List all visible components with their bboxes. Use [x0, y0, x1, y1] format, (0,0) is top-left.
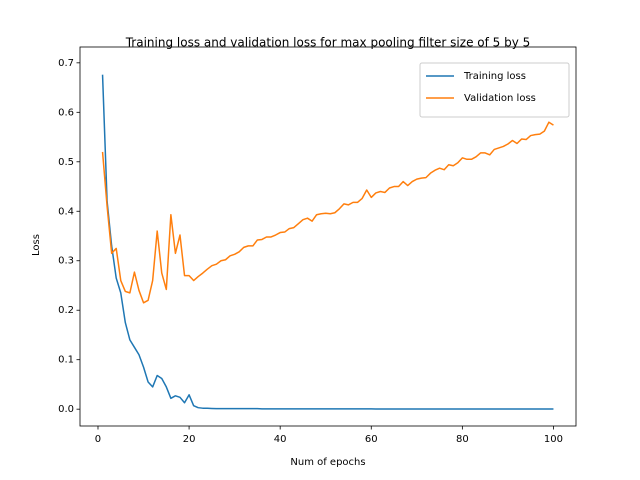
series-line: [101, 74, 554, 410]
x-axis-label: Num of epochs: [290, 457, 365, 468]
x-tick-label: 80: [456, 434, 469, 445]
x-tick-label: 0: [95, 434, 101, 445]
y-axis-label: Loss: [31, 234, 42, 256]
legend-label: Validation loss: [464, 93, 536, 104]
legend-label: Training loss: [463, 71, 526, 82]
x-tick-label: 20: [183, 434, 196, 445]
legend-box: [419, 62, 570, 118]
x-tick-label: 100: [544, 434, 563, 445]
series-line: [101, 121, 554, 304]
y-tick-label: 0.5: [58, 157, 74, 168]
y-tick-label: 0.3: [58, 256, 74, 267]
y-tick-label: 0.6: [58, 107, 74, 118]
x-tick-label: 60: [365, 434, 378, 445]
y-tick-label: 0.1: [58, 355, 74, 366]
y-tick-label: 0.4: [58, 206, 74, 217]
x-tick-label: 40: [274, 434, 287, 445]
y-tick-label: 0.0: [58, 404, 74, 415]
plot-frame: [79, 46, 577, 427]
y-tick-label: 0.2: [58, 305, 74, 316]
y-tick-label: 0.7: [58, 58, 74, 69]
chart-title: Training loss and validation loss for ma…: [125, 36, 531, 50]
